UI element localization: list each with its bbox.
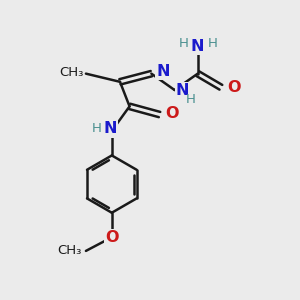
Text: N: N — [176, 83, 189, 98]
Text: H: H — [207, 37, 217, 50]
Text: O: O — [166, 106, 179, 122]
Text: N: N — [156, 64, 170, 79]
Text: O: O — [227, 80, 240, 95]
Text: CH₃: CH₃ — [57, 244, 82, 257]
Text: O: O — [105, 230, 119, 245]
Text: H: H — [92, 122, 101, 135]
Text: H: H — [178, 37, 188, 50]
Text: CH₃: CH₃ — [59, 66, 83, 79]
Text: N: N — [104, 121, 117, 136]
Text: H: H — [185, 93, 195, 106]
Text: N: N — [191, 39, 205, 54]
